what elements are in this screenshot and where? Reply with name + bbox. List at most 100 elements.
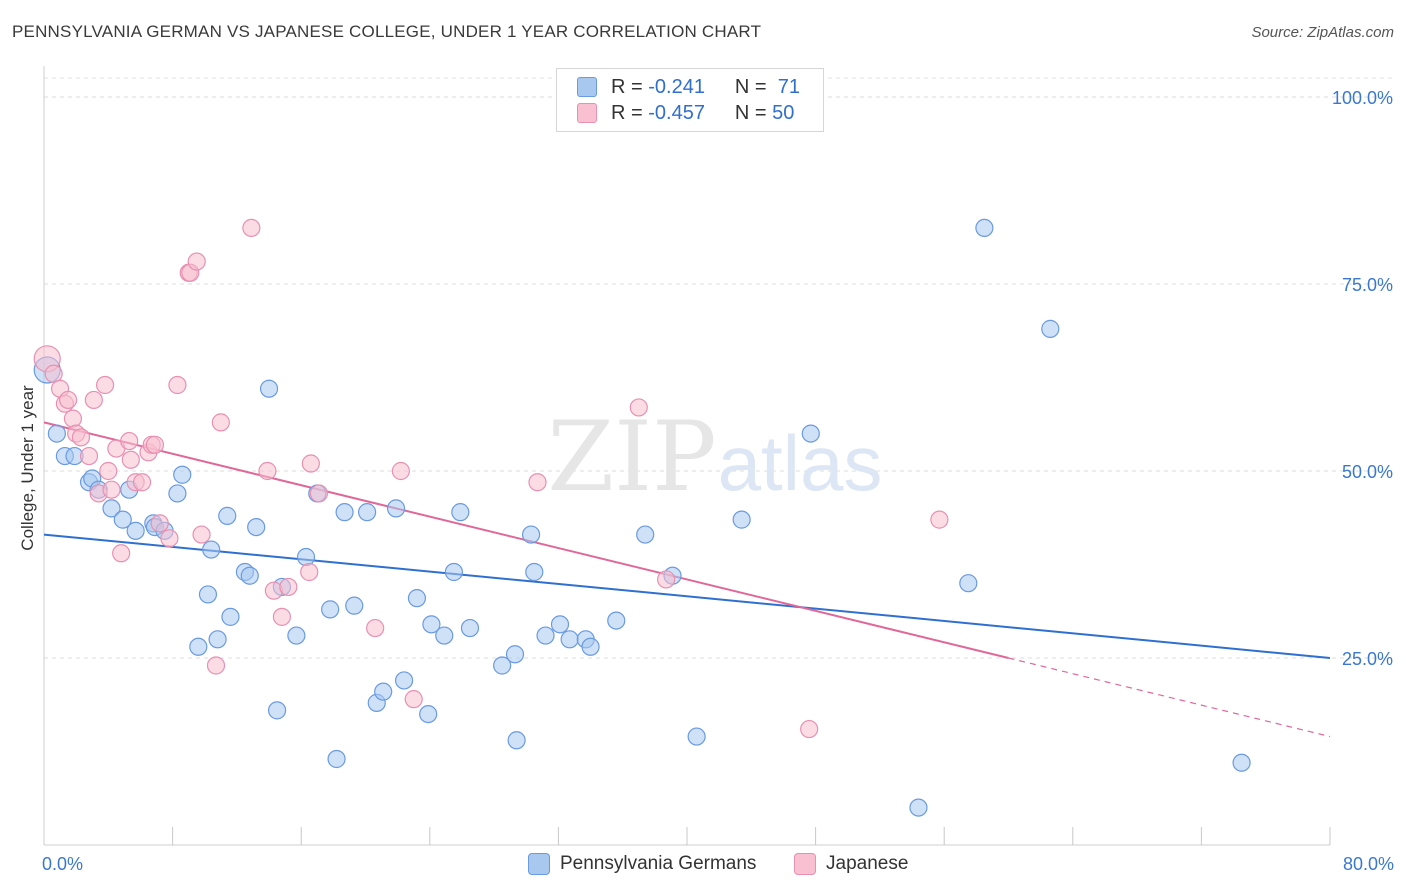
chart-title: PENNSYLVANIA GERMAN VS JAPANESE COLLEGE,…: [12, 22, 762, 41]
point-pennsylvania-germans: [102, 499, 121, 518]
point-pennsylvania-germans: [358, 503, 377, 522]
point-japanese: [404, 690, 423, 709]
legend-row-japanese: R = -0.457 N = 50: [577, 101, 794, 125]
point-japanese: [121, 450, 140, 469]
legend-r-value: -0.241: [648, 75, 705, 98]
legend-swatch-blue: [528, 853, 550, 875]
point-pennsylvania-germans: [732, 510, 751, 529]
legend-label: Japanese: [826, 853, 909, 874]
point-pennsylvania-germans: [451, 503, 470, 522]
point-pennsylvania-germans: [407, 589, 427, 608]
point-pennsylvania-germans: [1041, 319, 1060, 338]
point-pennsylvania-germans: [267, 701, 287, 720]
point-pennsylvania-germans: [327, 749, 346, 769]
point-pennsylvania-germans: [419, 704, 438, 724]
point-japanese: [657, 570, 676, 589]
legend-item-japanese[interactable]: Japanese: [794, 852, 908, 876]
point-japanese: [187, 252, 206, 271]
y-tick-label: 100.0%: [1332, 88, 1393, 108]
legend-label: Pennsylvania Germans: [560, 853, 757, 874]
point-japanese: [258, 461, 277, 481]
point-japanese: [528, 473, 547, 492]
point-japanese: [102, 480, 121, 499]
point-pennsylvania-germans: [259, 379, 279, 398]
point-pennsylvania-germans: [493, 656, 512, 675]
point-pennsylvania-germans: [975, 218, 994, 237]
point-pennsylvania-germans: [374, 682, 393, 701]
point-japanese: [366, 618, 385, 638]
point-pennsylvania-germans: [189, 637, 208, 656]
point-japanese: [279, 577, 298, 597]
y-tick-label: 50.0%: [1342, 462, 1393, 482]
point-pennsylvania-germans: [126, 521, 145, 540]
legend-r-label: R =: [611, 101, 643, 124]
point-japanese: [160, 529, 179, 548]
point-japanese: [300, 562, 319, 582]
legend-item-pennsylvania-germans[interactable]: Pennsylvania Germans: [528, 852, 756, 876]
point-pennsylvania-germans: [521, 525, 541, 544]
point-pennsylvania-germans: [173, 465, 192, 484]
axes: [43, 66, 1331, 846]
point-pennsylvania-germans: [221, 607, 240, 626]
point-pennsylvania-germans: [394, 671, 414, 690]
point-pennsylvania-germans: [287, 626, 306, 645]
point-japanese: [272, 607, 292, 626]
point-japanese: [150, 514, 169, 533]
x-tick-label: 0.0%: [42, 854, 83, 874]
tick-labels: 25.0% 50.0% 75.0% 100.0% 0.0% 80.0%: [42, 88, 1394, 874]
point-pennsylvania-germans: [422, 615, 441, 634]
point-japanese: [132, 473, 152, 492]
x-tick-label: 80.0%: [1343, 854, 1394, 874]
point-pennsylvania-germans: [335, 503, 354, 522]
point-pennsylvania-germans: [636, 525, 655, 544]
point-japanese: [79, 446, 99, 466]
point-pennsylvania-germans: [581, 637, 600, 656]
point-pennsylvania-germans: [801, 424, 820, 443]
point-pennsylvania-germans: [240, 566, 259, 585]
legend-n-value: 71: [777, 75, 800, 98]
y-tick-label: 25.0%: [1342, 649, 1393, 669]
y-axis-label: College, Under 1 year: [18, 385, 37, 551]
point-pennsylvania-germans: [202, 540, 221, 559]
point-pennsylvania-germans: [47, 424, 66, 443]
y-tick-label: 75.0%: [1342, 275, 1393, 295]
point-pennsylvania-germans: [321, 600, 340, 619]
point-japanese: [242, 218, 261, 237]
legend-swatch-pink: [794, 853, 816, 875]
point-japanese: [95, 375, 115, 395]
point-japanese: [63, 409, 83, 428]
watermark-atlas: atlas: [718, 419, 883, 507]
point-japanese: [930, 510, 949, 529]
point-japanese: [629, 398, 648, 417]
point-pennsylvania-germans: [444, 562, 464, 582]
point-japanese: [112, 544, 131, 563]
point-pennsylvania-germans: [386, 499, 406, 518]
point-japanese: [211, 413, 230, 432]
point-pennsylvania-germans: [909, 798, 928, 817]
legend-n-label: N =: [734, 75, 767, 98]
point-pennsylvania-germans: [208, 630, 227, 649]
legend-row-pennsylvania-germans: R = -0.241 N = 71: [577, 75, 800, 99]
point-pennsylvania-germans: [959, 574, 978, 593]
legend-n-label: N =: [734, 101, 767, 124]
point-japanese: [99, 461, 118, 481]
point-japanese: [44, 364, 63, 383]
stats-legend: R = -0.241 N = 71 R = -0.457 N = 50: [556, 68, 824, 132]
point-pennsylvania-germans: [607, 611, 626, 630]
point-japanese: [145, 435, 165, 454]
point-pennsylvania-germans: [687, 727, 706, 746]
point-pennsylvania-germans: [525, 562, 544, 582]
point-pennsylvania-germans: [198, 585, 218, 604]
point-pennsylvania-germans: [460, 618, 480, 638]
point-japanese: [192, 525, 211, 544]
point-pennsylvania-germans: [168, 484, 187, 503]
point-japanese: [84, 390, 103, 410]
point-pennsylvania-germans: [560, 630, 579, 649]
point-pennsylvania-germans: [507, 731, 526, 750]
point-pennsylvania-germans: [296, 547, 316, 567]
point-japanese: [800, 719, 819, 739]
watermark-zip: ZIP: [547, 401, 716, 513]
point-pennsylvania-germans: [550, 615, 570, 634]
point-pennsylvania-germans: [435, 626, 454, 645]
